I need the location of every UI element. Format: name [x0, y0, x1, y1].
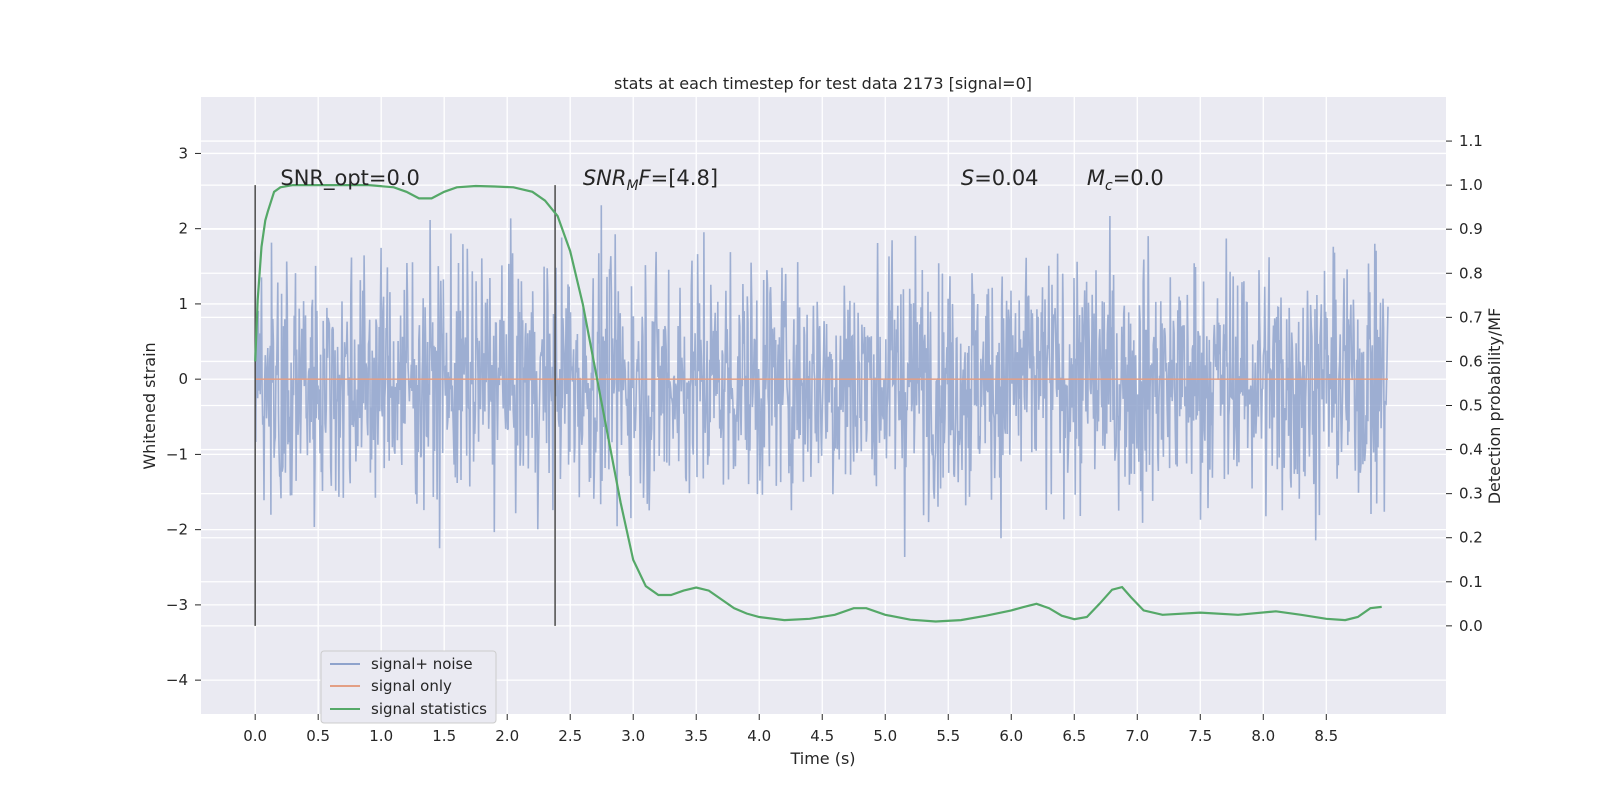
- signal-plus-noise-line: [254, 205, 1389, 558]
- y-tick-label-3: −1: [166, 445, 188, 463]
- x-tick-label-13: 6.5: [1062, 727, 1086, 745]
- x-tick-label-15: 7.5: [1188, 727, 1212, 745]
- y-right-tick-label-6: 0.6: [1459, 352, 1483, 370]
- x-tick-label-10: 5.0: [873, 727, 897, 745]
- y-right-tick-label-11: 1.1: [1459, 132, 1483, 150]
- y-right-tick-label-3: 0.3: [1459, 485, 1483, 503]
- x-tick-label-8: 4.0: [747, 727, 771, 745]
- annotation-1: SNRMF=[4.8]: [583, 166, 718, 194]
- y-right-tick-label-8: 0.8: [1459, 264, 1483, 282]
- x-tick-label-7: 3.5: [684, 727, 708, 745]
- y-tick-label-5: 1: [178, 295, 188, 313]
- y-axis-right-ticks: 0.0 0.1 0.2 0.3 0.4 0.5 0.6 0.7 0.8 0.9 1.0 1.1: [1446, 132, 1483, 635]
- x-tick-label-4: 2.0: [495, 727, 519, 745]
- y-right-tick-label-5: 0.5: [1459, 397, 1483, 415]
- annotations: SNR_opt=0.0 SNRMF=[4.8] S=0.04 Mc=0.0: [280, 166, 1163, 194]
- series-signal-statistics: [254, 184, 1382, 623]
- x-tick-label-16: 8.0: [1251, 727, 1275, 745]
- vertical-markers: [254, 185, 556, 626]
- x-tick-label-2: 1.0: [369, 727, 393, 745]
- x-tick-label-14: 7.0: [1125, 727, 1149, 745]
- legend: signal+ noise signal only signal statist…: [320, 650, 497, 724]
- y-right-tick-label-9: 0.9: [1459, 220, 1483, 238]
- y-right-tick-label-10: 1.0: [1459, 176, 1483, 194]
- legend-label-signal-plus-noise: signal+ noise: [371, 655, 473, 673]
- legend-box: [320, 650, 497, 724]
- y-right-tick-label-7: 0.7: [1459, 308, 1483, 326]
- annotation-3: Mc=0.0: [1087, 166, 1164, 194]
- x-tick-label-3: 1.5: [432, 727, 456, 745]
- annotation-0: SNR_opt=0.0: [280, 166, 420, 191]
- x-tick-label-12: 6.0: [999, 727, 1023, 745]
- y-axis-ticks: −4 −3 −2 −1 0 1 2 3: [166, 144, 201, 689]
- y-tick-label-2: −2: [166, 521, 188, 539]
- x-tick-label-17: 8.5: [1314, 727, 1338, 745]
- series-signal-plus-noise: [254, 205, 1389, 558]
- y-tick-label-6: 2: [178, 220, 188, 238]
- y-right-tick-label-0: 0.0: [1459, 617, 1483, 635]
- y-tick-label-1: −3: [166, 596, 188, 614]
- y-tick-label-4: 0: [178, 370, 188, 388]
- signal-statistics-line: [254, 184, 1382, 623]
- y-tick-label-0: −4: [166, 671, 188, 689]
- legend-label-signal-statistics: signal statistics: [371, 700, 487, 718]
- y-axis-right-title: Detection probability/MF: [1485, 308, 1504, 505]
- y-right-tick-label-1: 0.1: [1459, 573, 1483, 591]
- x-axis-ticks: 0.0 0.5 1.0 1.5 2.0 2.5 3.0 3.5 4.0 4.5 5.0 5.5 6.0 6…: [243, 714, 1338, 745]
- x-tick-label-1: 0.5: [306, 727, 330, 745]
- x-tick-label-11: 5.5: [936, 727, 960, 745]
- x-tick-label-5: 2.5: [558, 727, 582, 745]
- annotation-2: S=0.04: [961, 166, 1039, 190]
- x-axis-title: Time (s): [789, 749, 855, 768]
- y-right-tick-label-2: 0.2: [1459, 529, 1483, 547]
- chart-title: stats at each timestep for test data 217…: [614, 74, 1032, 93]
- x-tick-label-6: 3.0: [621, 727, 645, 745]
- y-axis-title: Whitened strain: [140, 342, 159, 469]
- y-right-tick-label-4: 0.4: [1459, 441, 1483, 459]
- legend-label-signal-only: signal only: [371, 677, 452, 695]
- x-tick-label-0: 0.0: [243, 727, 267, 745]
- x-tick-label-9: 4.5: [810, 727, 834, 745]
- y-tick-label-7: 3: [178, 144, 188, 162]
